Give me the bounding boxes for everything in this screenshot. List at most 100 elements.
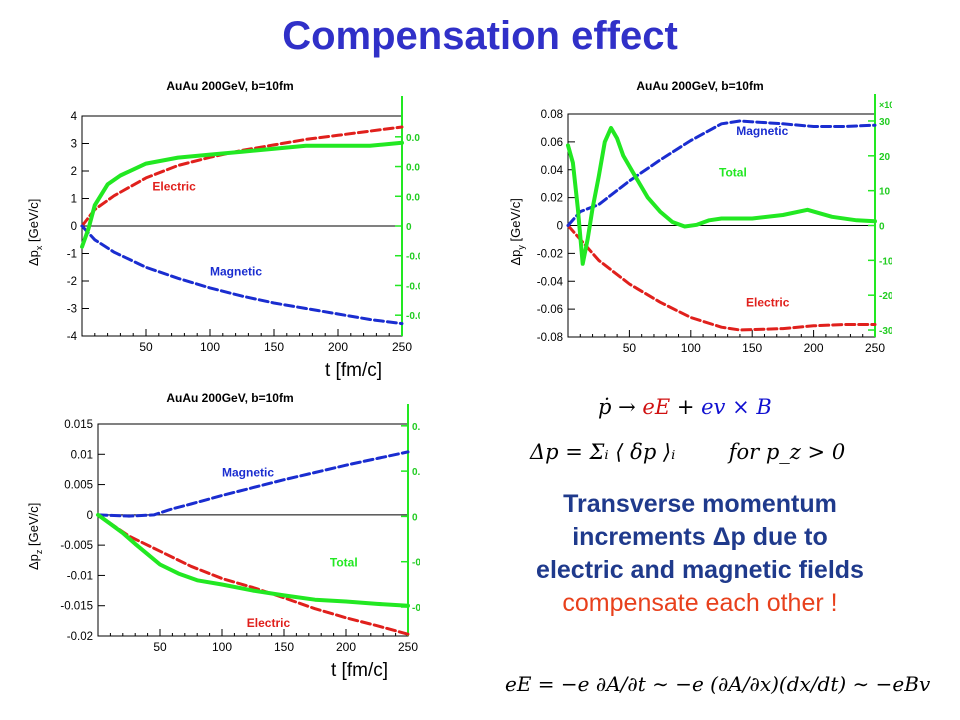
series-magnetic — [80, 224, 404, 326]
series-total — [566, 125, 877, 266]
equation-sum-condition: for p_z > 0 — [728, 440, 846, 464]
series-label: Total — [330, 555, 358, 569]
x-tick-label: 250 — [398, 640, 418, 654]
equation-force-lhs: ṗ → — [598, 395, 643, 419]
y-tick-label: 0.04 — [541, 165, 564, 177]
x-tick-label: 150 — [274, 640, 294, 654]
y-axis-label: Δpy [GeV/c] — [508, 198, 526, 265]
y-axis-label: Δpx [GeV/c] — [26, 199, 44, 266]
equation-force: ṗ → eE + ev × B — [598, 395, 772, 419]
y-tick-label: 4 — [71, 111, 78, 123]
y-tick-label: 3 — [71, 139, 77, 151]
chart-title: AuAu 200GeV, b=10fm — [166, 79, 293, 93]
equation-force-plus: + — [670, 395, 702, 419]
y-tick-label: -0.08 — [537, 332, 563, 344]
y2-tick-label: -0.001 — [406, 252, 420, 263]
y-tick-label: -4 — [67, 331, 78, 343]
y-tick-label: 0.015 — [64, 419, 93, 431]
y2-tick-label: 0 — [406, 222, 412, 233]
series-label: Electric — [152, 179, 196, 193]
equation-field: eE = −e ∂A/∂t ∼ −e (∂A/∂x)(dx/dt) ∼ −eBv — [505, 672, 930, 696]
y2-tick-label: -30 — [879, 326, 892, 337]
y2-tick-label: 0.003 — [406, 133, 420, 144]
x-tick-label: 100 — [212, 640, 232, 654]
equation-force-magnetic: ev × B — [701, 395, 772, 419]
chart-title: AuAu 200GeV, b=10fm — [636, 79, 763, 93]
x-tick-label: 50 — [139, 340, 153, 354]
series-label: Magnetic — [210, 265, 262, 279]
y-tick-label: -0.01 — [67, 570, 93, 582]
y2-tick-label: -0.003 — [406, 311, 420, 322]
y2-tick-label: 0.001 — [406, 192, 420, 203]
series-label: Total — [719, 166, 747, 180]
y-tick-label: -0.06 — [537, 304, 563, 316]
y2-tick-label: 20 — [879, 152, 891, 163]
y-tick-label: 0 — [87, 510, 93, 522]
y-tick-label: 1 — [71, 194, 77, 206]
series-label: Magnetic — [222, 466, 274, 480]
x-axis-label: t [fm/c] — [325, 360, 382, 381]
x-tick-label: 100 — [681, 341, 701, 352]
message-line-3: electric and magnetic fields — [536, 556, 864, 584]
series-electric — [566, 224, 877, 332]
y-tick-label: 0.005 — [64, 480, 93, 492]
series-electric — [80, 125, 404, 228]
x-axis-label: t [fm/c] — [331, 660, 388, 681]
y2-tick-label: -0.005 — [412, 558, 420, 569]
series-magnetic — [96, 450, 410, 518]
y2-tick-label: -20 — [879, 291, 892, 302]
message-line-1: Transverse momentum — [563, 490, 837, 518]
y2-tick-label: 30 — [879, 117, 891, 128]
y2-tick-label: 0.002 — [406, 163, 420, 174]
x-tick-label: 50 — [153, 640, 167, 654]
x-tick-label: 250 — [392, 340, 412, 354]
message-line-2: increments Δp due to — [572, 523, 828, 551]
equation-sum-body: Δp = Σᵢ ⟨ δp ⟩ᵢ — [530, 440, 676, 464]
y-tick-label: 0.02 — [541, 193, 563, 205]
y2-tick-label: 0 — [879, 222, 885, 233]
y-tick-label: -1 — [67, 249, 77, 261]
y2-tick-label: 10 — [879, 187, 891, 198]
y2-tick-label: -10 — [879, 256, 892, 267]
x-tick-label: 100 — [200, 340, 220, 354]
y-tick-label: 0 — [71, 221, 77, 233]
x-tick-label: 200 — [804, 341, 824, 352]
y-tick-label: -0.02 — [537, 248, 563, 260]
x-tick-label: 200 — [336, 640, 356, 654]
chart-pz: AuAu 200GeV, b=10fm 50 100 150 200 250 -0.02 -0… — [26, 391, 420, 681]
equation-field-body: eE = −e ∂A/∂t ∼ −e (∂A/∂x)(dx/dt) ∼ −eBv — [505, 672, 931, 696]
y-tick-label: 0.01 — [71, 449, 93, 461]
y-tick-label: 0.08 — [541, 109, 563, 121]
x-tick-label: 200 — [328, 340, 348, 354]
y-tick-label: -0.04 — [537, 276, 564, 288]
message-box: Transverse momentum increments Δp due to… — [480, 488, 920, 620]
equation-sum: Δp = Σᵢ ⟨ δp ⟩ᵢ for p_z > 0 — [530, 440, 845, 464]
y-tick-label: -0.005 — [60, 540, 93, 552]
series-total — [80, 140, 404, 249]
page-title: Compensation effect — [282, 14, 678, 58]
y-axis-label: Δpz [GeV/c] — [26, 503, 44, 570]
x-tick-label: 250 — [865, 341, 885, 352]
x-tick-label: 150 — [742, 341, 762, 352]
series-label: Electric — [247, 616, 291, 630]
y-tick-label: -3 — [67, 304, 77, 316]
y-tick-label: 2 — [71, 166, 77, 178]
x-tick-label: 50 — [623, 341, 637, 352]
y-tick-label: -0.015 — [60, 601, 93, 613]
y2-tick-label: 0 — [412, 512, 418, 523]
y2-tick-label: 0.005 — [412, 467, 420, 478]
series-electric — [96, 513, 410, 636]
y-tick-label: -0.02 — [67, 631, 93, 643]
series-total — [96, 512, 410, 608]
y-tick-label: -2 — [67, 276, 77, 288]
series-label: Magnetic — [736, 124, 788, 138]
series-label: Electric — [746, 295, 790, 309]
chart-title: AuAu 200GeV, b=10fm — [166, 391, 293, 405]
series-magnetic — [566, 119, 877, 227]
equation-force-electric: eE — [642, 395, 671, 419]
y2-exponent: ×10⁻³ — [879, 100, 892, 110]
x-tick-label: 150 — [264, 340, 284, 354]
message-line-4: compensate each other ! — [562, 589, 838, 617]
